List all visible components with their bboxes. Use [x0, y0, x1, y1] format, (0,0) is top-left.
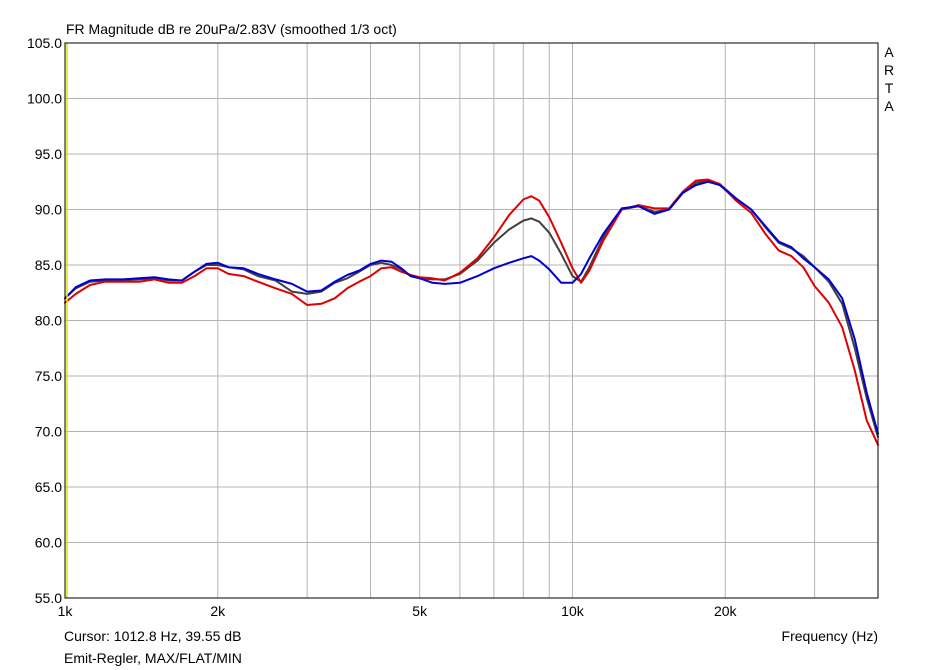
y-tick-label: 75.0: [35, 368, 62, 384]
x-tick-label: 1k: [58, 603, 74, 619]
y-tick-label: 80.0: [35, 313, 62, 329]
x-tick-label: 10k: [561, 603, 585, 619]
y-tick-label: 90.0: [35, 202, 62, 218]
measurement-info: Emit-Regler, MAX/FLAT/MIN: [64, 650, 242, 666]
chart-grid: [65, 42, 878, 599]
x-tick-label: 20k: [714, 603, 738, 619]
y-tick-label: 95.0: [35, 146, 62, 162]
x-tick-label: 5k: [412, 603, 428, 619]
x-tick-label: 2k: [210, 603, 226, 619]
y-tick-label: 55.0: [35, 590, 62, 606]
y-tick-label: 60.0: [35, 535, 62, 551]
chart-frame: [64, 42, 879, 599]
x-axis-label: Frequency (Hz): [781, 628, 878, 644]
y-tick-label: 70.0: [35, 424, 62, 440]
chart-plot-area: [64, 43, 879, 598]
y-tick-label: 105.0: [27, 35, 62, 51]
series-line: [64, 178, 879, 446]
plot-border: [64, 42, 879, 599]
arta-watermark: A R T A: [883, 43, 895, 115]
y-tick-label: 65.0: [35, 479, 62, 495]
cursor-readout: Cursor: 1012.8 Hz, 39.55 dB: [64, 628, 242, 644]
arta-letter: A: [884, 44, 894, 60]
y-tick-label: 85.0: [35, 257, 62, 273]
arta-letter: T: [884, 80, 894, 96]
y-tick-label: 100.0: [27, 91, 62, 107]
arta-letter: R: [883, 62, 895, 78]
arta-letter: A: [884, 98, 894, 114]
chart-tick-labels: 55.0 60.0 65.0 70.0 75.0 80.0 85.0 90.0 95.0 100.…: [27, 35, 738, 619]
chart-title: FR Magnitude dB re 20uPa/2.83V (smoothed…: [66, 21, 397, 37]
series-line: [64, 180, 879, 435]
